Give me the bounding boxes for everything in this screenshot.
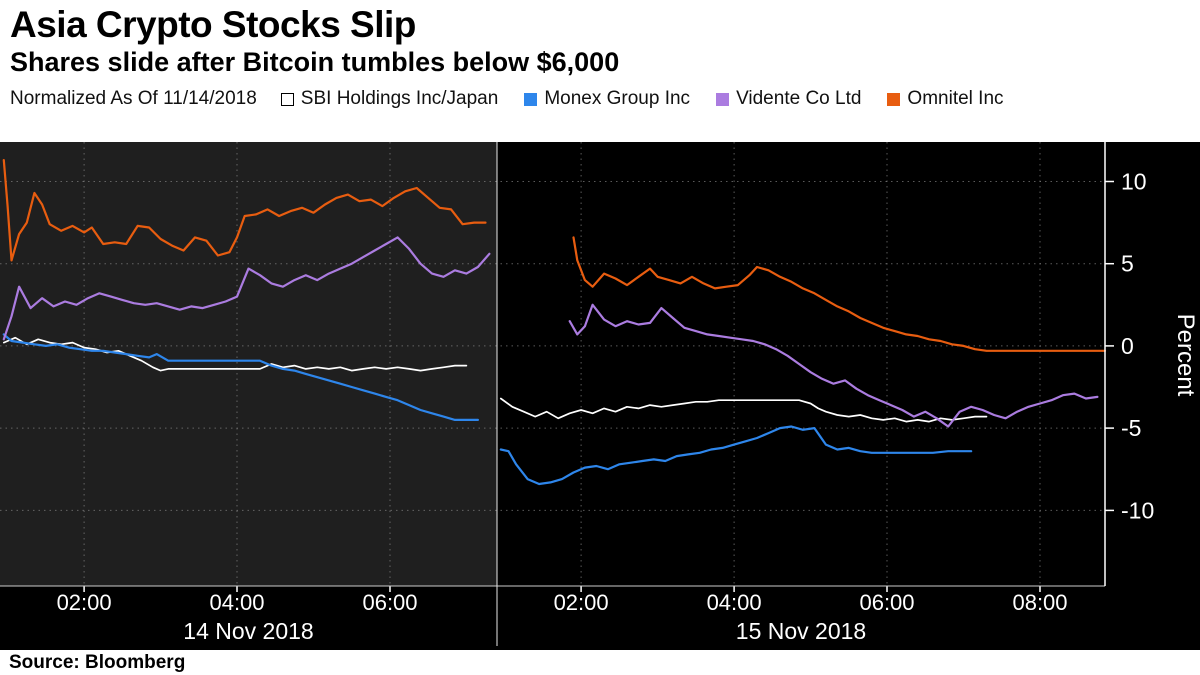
legend-label: Vidente Co Ltd <box>736 88 862 110</box>
normalized-label: Normalized As Of 11/14/2018 <box>10 88 257 110</box>
svg-text:15 Nov 2018: 15 Nov 2018 <box>736 618 866 644</box>
legend-label: SBI Holdings Inc/Japan <box>300 88 499 110</box>
chart-header: Asia Crypto Stocks Slip Shares slide aft… <box>0 0 1200 142</box>
legend-swatch-icon <box>716 92 730 106</box>
svg-text:06:00: 06:00 <box>859 590 914 615</box>
source-footer: Source: Bloomberg <box>0 650 1200 675</box>
svg-text:02:00: 02:00 <box>554 590 609 615</box>
svg-text:04:00: 04:00 <box>707 590 762 615</box>
chart-area: 10 5 0 -5 -10 02:00 04:00 06:00 14 Nov 2018 02:00… <box>0 142 1200 650</box>
svg-text:10: 10 <box>1121 169 1147 195</box>
svg-text:Percent: Percent <box>1172 314 1199 397</box>
svg-text:14 Nov 2018: 14 Nov 2018 <box>183 618 313 644</box>
legend-swatch-icon <box>887 92 901 106</box>
svg-text:0: 0 <box>1121 333 1134 359</box>
legend-item: Monex Group Inc <box>524 88 690 110</box>
legend-item: Omnitel Inc <box>887 88 1004 110</box>
page-title: Asia Crypto Stocks Slip <box>10 4 416 45</box>
legend-label: Monex Group Inc <box>544 88 691 110</box>
svg-text:08:00: 08:00 <box>1012 590 1067 615</box>
svg-text:04:00: 04:00 <box>209 590 264 615</box>
legend-label: Omnitel Inc <box>907 88 1004 110</box>
svg-text:02:00: 02:00 <box>57 590 112 615</box>
svg-text:-10: -10 <box>1121 497 1154 523</box>
legend-swatch-icon <box>524 92 538 106</box>
line-chart: 10 5 0 -5 -10 02:00 04:00 06:00 14 Nov 2018 02:00… <box>0 142 1199 646</box>
legend-swatch-icon <box>280 92 294 106</box>
svg-text:06:00: 06:00 <box>362 590 417 615</box>
source-label: Source: Bloomberg <box>9 651 186 673</box>
legend-item: Vidente Co Ltd <box>716 88 861 110</box>
legend: Normalized As Of 11/14/2018 SBI Holdings… <box>10 88 1200 110</box>
page-subtitle: Shares slide after Bitcoin tumbles below… <box>10 47 620 78</box>
legend-item: SBI Holdings Inc/Japan <box>280 88 499 110</box>
legend-items: SBI Holdings Inc/Japan Monex Group Inc Vid… <box>280 88 1004 110</box>
svg-text:5: 5 <box>1121 251 1134 277</box>
svg-text:-5: -5 <box>1121 415 1141 441</box>
